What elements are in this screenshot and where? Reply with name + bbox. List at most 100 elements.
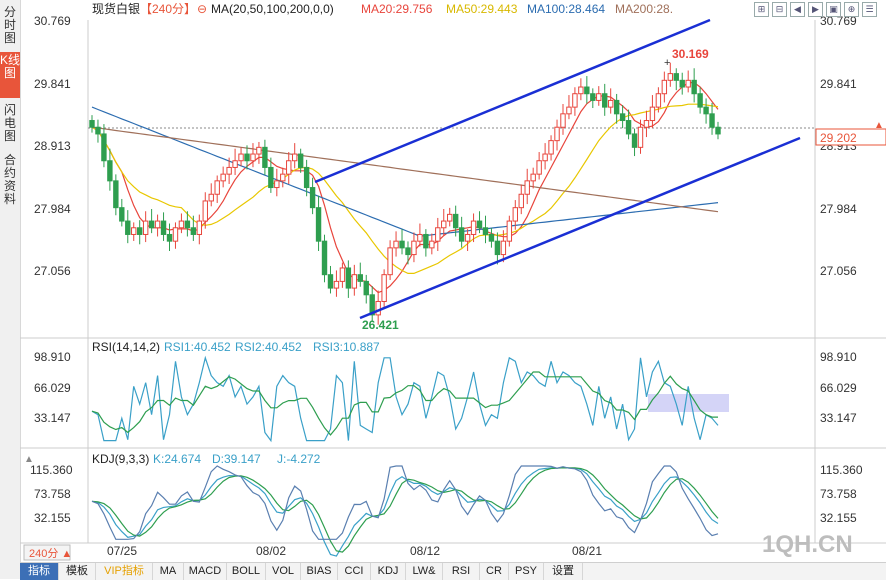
- candle-body: [524, 180, 530, 195]
- tab-vol[interactable]: VOL: [266, 563, 301, 580]
- crosshair-icon[interactable]: ⊕: [844, 2, 859, 17]
- kdj-panel-header: ▲ KDJ(9,3,3) K:24.674 D:39.147 J:-4.272: [24, 452, 321, 466]
- candle-body: [274, 180, 280, 189]
- svg-text:RSI2:40.452: RSI2:40.452: [235, 340, 302, 354]
- candle-body: [309, 187, 316, 209]
- svg-text:RSI3:10.887: RSI3:10.887: [313, 340, 380, 354]
- tab-flash-chart[interactable]: 闪电图: [3, 103, 16, 143]
- candle-body: [649, 106, 656, 122]
- ma50-value: MA50:29.443: [446, 2, 518, 16]
- rsi1-line: [91, 355, 719, 443]
- tab-kdj[interactable]: KDJ: [371, 563, 406, 580]
- candle-body: [321, 240, 328, 276]
- candle-body: [685, 79, 691, 88]
- candle-body: [345, 267, 352, 289]
- candle-body: [506, 220, 513, 242]
- tab-macd[interactable]: MACD: [184, 563, 227, 580]
- tab-bias[interactable]: BIAS: [301, 563, 338, 580]
- candle-body: [315, 207, 322, 242]
- svg-text:08/02: 08/02: [256, 544, 286, 558]
- candle-body: [405, 247, 411, 256]
- candle-body: [411, 240, 417, 256]
- svg-text:KDJ(9,3,3): KDJ(9,3,3): [92, 452, 149, 466]
- candle-body: [447, 213, 453, 222]
- price-tick: 28.913: [34, 139, 71, 153]
- chart-header: 现货白银 【240分】 ⊖ MA(20,50,100,200,0,0) MA20…: [92, 1, 673, 16]
- price-axis: 30.769 29.841 28.913 27.984 27.056: [820, 14, 857, 278]
- tab-ma[interactable]: MA: [153, 563, 184, 580]
- candle-body: [220, 173, 226, 182]
- candle-body: [703, 106, 709, 115]
- watermark: 1QH.CN: [762, 531, 853, 558]
- candle-body: [476, 220, 483, 229]
- price-tick: 27.984: [820, 202, 857, 216]
- tab-settings[interactable]: 设置: [544, 563, 583, 580]
- candle-body: [280, 173, 286, 182]
- svg-text:32.155: 32.155: [34, 511, 71, 525]
- scroll-left-icon[interactable]: ◀: [790, 2, 805, 17]
- tab-cr[interactable]: CR: [480, 563, 509, 580]
- tab-contract-info[interactable]: 合约资料: [3, 153, 16, 206]
- candle-body: [172, 227, 179, 242]
- tab-time-chart[interactable]: 分时图: [3, 5, 16, 45]
- candle-body: [458, 227, 465, 242]
- candle-body: [572, 93, 578, 108]
- high-price-label: 30.169: [672, 47, 709, 61]
- candle-body: [95, 126, 101, 135]
- candle-body: [357, 274, 363, 282]
- candle-body: [500, 240, 507, 256]
- candle-body: [494, 240, 501, 256]
- svg-text:32.155: 32.155: [820, 511, 857, 525]
- svg-text:08/12: 08/12: [410, 544, 440, 558]
- tab-templates[interactable]: 模板: [59, 563, 96, 580]
- candle-body: [655, 93, 662, 108]
- candle-body: [566, 106, 572, 115]
- price-tick: 29.841: [34, 77, 71, 91]
- candle-body: [166, 233, 173, 242]
- zoom-in-icon[interactable]: ⊞: [754, 2, 769, 17]
- candle-body: [327, 274, 334, 289]
- settings-icon[interactable]: ☰: [862, 2, 877, 17]
- candle-body: [578, 86, 584, 95]
- candle-body: [387, 247, 393, 276]
- tab-rsi[interactable]: RSI: [443, 563, 480, 580]
- candle-body: [154, 220, 161, 229]
- ma20-line: [91, 81, 719, 294]
- svg-text:98.910: 98.910: [34, 350, 71, 364]
- candle-body: [262, 146, 268, 168]
- candle-body: [381, 274, 387, 302]
- svg-text:29.202: 29.202: [820, 131, 857, 145]
- tab-psy[interactable]: PSY: [509, 563, 544, 580]
- candle-body: [488, 233, 495, 242]
- kdj-lines: [91, 465, 719, 557]
- tab-indicators[interactable]: 指标: [20, 563, 59, 580]
- fit-view-icon[interactable]: ▣: [826, 2, 841, 17]
- tab-boll[interactable]: BOLL: [227, 563, 266, 580]
- tab-cci[interactable]: CCI: [338, 563, 371, 580]
- svg-text:33.147: 33.147: [820, 411, 857, 425]
- svg-text:73.758: 73.758: [34, 487, 71, 501]
- period-label: 【240分】: [140, 2, 196, 16]
- candle-body: [178, 220, 185, 229]
- kdj-d-line: [91, 467, 719, 553]
- tab-k-line-chart[interactable]: K线图: [0, 52, 20, 98]
- period-select-button[interactable]: [23, 544, 71, 561]
- candle-body: [590, 93, 596, 101]
- tab-vip-indicators[interactable]: VIP指标: [96, 563, 153, 580]
- ma20-value: MA20:29.756: [361, 2, 433, 16]
- svg-text:66.029: 66.029: [820, 381, 857, 395]
- candle-body: [607, 99, 614, 108]
- zoom-out-icon[interactable]: ⊟: [772, 2, 787, 17]
- date-axis: 07/25 08/02 08/12 08/21: [107, 544, 602, 558]
- ma100-line: [91, 106, 719, 237]
- low-price-label: 26.421: [362, 318, 399, 332]
- tab-lwr[interactable]: LW&: [406, 563, 443, 580]
- scroll-right-icon[interactable]: ▶: [808, 2, 823, 17]
- kline-chart[interactable]: 现货白银 【240分】 ⊖ MA(20,50,100,200,0,0) MA20…: [0, 0, 886, 562]
- high-marker-icon: +: [664, 57, 670, 69]
- price-tick: 27.984: [34, 202, 71, 216]
- ma100-value: MA100:28.464: [527, 2, 605, 16]
- candle-body: [512, 207, 518, 222]
- lower-trend-line: [359, 136, 801, 320]
- candle-body: [452, 213, 459, 229]
